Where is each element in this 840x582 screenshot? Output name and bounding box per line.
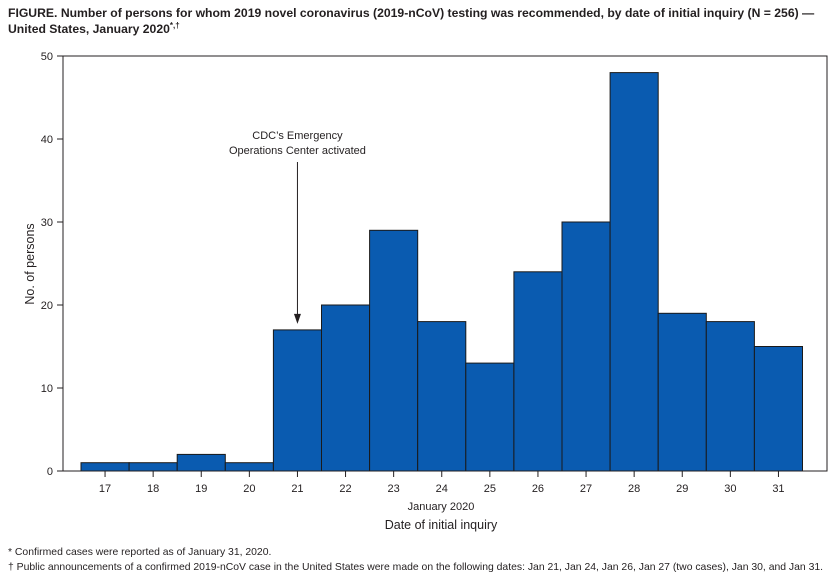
y-axis: 0 10 20 30 40 50 — [41, 51, 63, 478]
y-tick-label: 10 — [41, 383, 53, 395]
y-tick-label: 30 — [41, 217, 53, 229]
annotation-text-line: Operations Center activated — [229, 145, 366, 157]
y-tick-label: 20 — [41, 300, 53, 312]
footnote-public-announcements: † Public announcements of a confirmed 20… — [8, 562, 824, 573]
y-tick-label: 50 — [41, 51, 53, 63]
x-tick-label: 25 — [484, 483, 496, 495]
bar-jan-17 — [80, 462, 130, 472]
footnote-confirmed-cases: * Confirmed cases were reported as of Ja… — [8, 547, 272, 558]
x-tick-label: 31 — [772, 483, 784, 495]
x-tick-label: 29 — [676, 483, 688, 495]
x-tick-label: 22 — [339, 483, 351, 495]
x-tick-label: 20 — [243, 483, 255, 495]
x-axis-month-label: January 2020 — [408, 501, 475, 513]
bar-jan-31 — [753, 346, 804, 472]
bar-jan-26 — [513, 271, 563, 472]
bar-jan-28 — [609, 72, 659, 472]
x-tick-label: 24 — [436, 483, 448, 495]
y-axis-label: No. of persons — [23, 223, 37, 304]
title-line-1: FIGURE. Number of persons for whom 2019 … — [8, 6, 815, 20]
y-tick-label: 40 — [41, 134, 53, 146]
x-tick-label: 17 — [99, 483, 111, 495]
plot-frame — [62, 55, 828, 472]
footnotes: * Confirmed cases were reported as of Ja… — [8, 545, 838, 575]
bar-chart: 0 10 20 30 40 50 17 18 19 20 21 22 23 24 25 26 27 28 29 30… — [23, 51, 828, 532]
bar-jan-20 — [224, 462, 274, 472]
x-tick-label: 21 — [291, 483, 303, 495]
annotation-arrow-head — [293, 313, 301, 324]
bar-jan-22 — [321, 304, 371, 472]
bars-group — [80, 72, 804, 472]
bar-jan-24 — [417, 321, 467, 472]
bar-jan-23 — [369, 229, 419, 472]
bar-jan-19 — [176, 453, 226, 472]
bar-jan-25 — [465, 362, 515, 472]
x-tick-label: 27 — [580, 483, 592, 495]
plot-border — [62, 55, 828, 472]
x-tick-label: 19 — [195, 483, 207, 495]
title-footnote-marks: *,† — [169, 20, 180, 30]
y-tick-label: 0 — [47, 466, 53, 478]
figure-title: FIGURE. Number of persons for whom 2019 … — [8, 5, 834, 37]
x-tick-label: 18 — [147, 483, 159, 495]
annotation-group: CDC’s Emergency Operations Center activat… — [229, 130, 366, 324]
x-tick-label: 30 — [724, 483, 736, 495]
bar-jan-18 — [128, 462, 178, 472]
bar-jan-30 — [705, 321, 755, 472]
bar-jan-29 — [657, 312, 707, 472]
title-line-2: United States, January 2020 — [8, 22, 170, 36]
annotation-text-line: CDC’s Emergency — [252, 130, 343, 142]
bar-jan-21 — [272, 329, 322, 472]
x-axis-label: Date of initial inquiry — [385, 518, 498, 532]
x-axis: 17 18 19 20 21 22 23 24 25 26 27 28 29 30 31 — [99, 471, 785, 495]
x-tick-label: 23 — [388, 483, 400, 495]
x-tick-label: 26 — [532, 483, 544, 495]
bar-jan-27 — [561, 221, 611, 472]
x-tick-label: 28 — [628, 483, 640, 495]
